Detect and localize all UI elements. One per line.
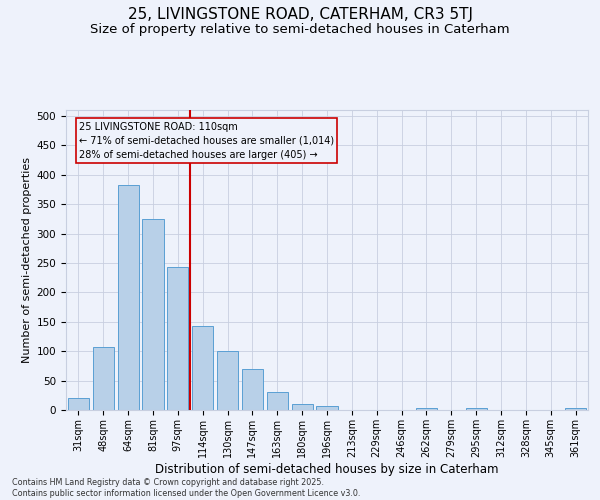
Bar [565,408,586,410]
Text: Size of property relative to semi-detached houses in Caterham: Size of property relative to semi-detach… [90,22,510,36]
Bar [316,406,338,410]
Bar [167,267,188,410]
Bar [217,350,238,410]
Bar [292,404,313,410]
Text: Contains HM Land Registry data © Crown copyright and database right 2025.
Contai: Contains HM Land Registry data © Crown c… [12,478,361,498]
Bar [466,408,487,410]
Text: 25, LIVINGSTONE ROAD, CATERHAM, CR3 5TJ: 25, LIVINGSTONE ROAD, CATERHAM, CR3 5TJ [128,8,473,22]
Y-axis label: Number of semi-detached properties: Number of semi-detached properties [22,157,32,363]
Bar [242,370,263,410]
Bar [68,398,89,410]
Bar [267,392,288,410]
Bar [118,184,139,410]
Bar [192,326,213,410]
X-axis label: Distribution of semi-detached houses by size in Caterham: Distribution of semi-detached houses by … [155,462,499,475]
Bar [93,347,114,410]
Text: 25 LIVINGSTONE ROAD: 110sqm
← 71% of semi-detached houses are smaller (1,014)
28: 25 LIVINGSTONE ROAD: 110sqm ← 71% of sem… [79,122,334,160]
Bar [416,408,437,410]
Bar [142,219,164,410]
